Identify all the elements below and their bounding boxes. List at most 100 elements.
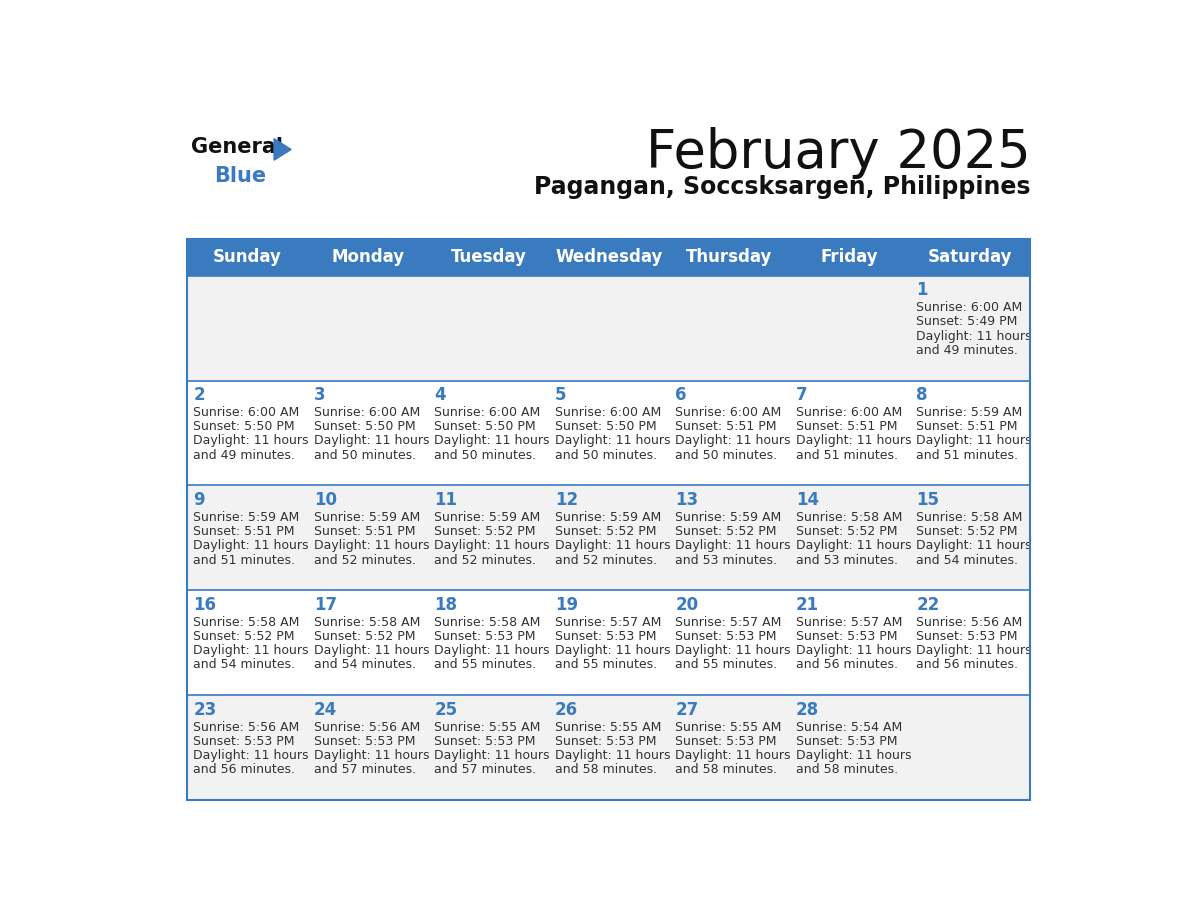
Text: Sunrise: 5:59 AM: Sunrise: 5:59 AM (675, 511, 782, 524)
Text: Daylight: 11 hours: Daylight: 11 hours (796, 540, 911, 553)
Text: 13: 13 (675, 491, 699, 509)
Text: and 54 minutes.: and 54 minutes. (916, 554, 1018, 566)
Text: Daylight: 11 hours: Daylight: 11 hours (916, 540, 1031, 553)
Text: Daylight: 11 hours: Daylight: 11 hours (314, 434, 429, 447)
Text: Daylight: 11 hours: Daylight: 11 hours (675, 644, 791, 657)
Text: Daylight: 11 hours: Daylight: 11 hours (314, 540, 429, 553)
Text: 19: 19 (555, 596, 577, 614)
Text: Daylight: 11 hours: Daylight: 11 hours (675, 434, 791, 447)
Text: 26: 26 (555, 700, 577, 719)
Text: Sunset: 5:52 PM: Sunset: 5:52 PM (675, 525, 777, 538)
Text: General: General (191, 137, 283, 157)
Text: Pagangan, Soccsksargen, Philippines: Pagangan, Soccsksargen, Philippines (533, 174, 1030, 199)
Text: Sunrise: 5:59 AM: Sunrise: 5:59 AM (194, 511, 299, 524)
Text: Sunrise: 5:57 AM: Sunrise: 5:57 AM (796, 616, 902, 629)
Text: 22: 22 (916, 596, 940, 614)
Text: Sunset: 5:50 PM: Sunset: 5:50 PM (435, 420, 536, 433)
Text: Sunset: 5:53 PM: Sunset: 5:53 PM (435, 735, 536, 748)
Text: Wednesday: Wednesday (555, 248, 663, 266)
Text: and 51 minutes.: and 51 minutes. (796, 449, 898, 462)
Bar (188, 239, 1030, 800)
Text: Sunset: 5:53 PM: Sunset: 5:53 PM (916, 630, 1018, 643)
Text: Blue: Blue (214, 166, 266, 186)
Text: Sunset: 5:51 PM: Sunset: 5:51 PM (675, 420, 777, 433)
Text: Sunset: 5:53 PM: Sunset: 5:53 PM (796, 630, 897, 643)
Text: 23: 23 (194, 700, 216, 719)
Text: Daylight: 11 hours: Daylight: 11 hours (675, 749, 791, 762)
Text: 20: 20 (675, 596, 699, 614)
Text: and 55 minutes.: and 55 minutes. (435, 658, 537, 671)
Text: Daylight: 11 hours: Daylight: 11 hours (796, 749, 911, 762)
Text: Sunrise: 5:58 AM: Sunrise: 5:58 AM (314, 616, 421, 629)
Text: and 50 minutes.: and 50 minutes. (675, 449, 777, 462)
Text: 5: 5 (555, 386, 567, 404)
Text: Sunset: 5:53 PM: Sunset: 5:53 PM (435, 630, 536, 643)
Text: Tuesday: Tuesday (450, 248, 526, 266)
Text: and 57 minutes.: and 57 minutes. (435, 764, 537, 777)
Text: 17: 17 (314, 596, 337, 614)
Bar (188, 381, 1030, 486)
Text: Sunrise: 5:54 AM: Sunrise: 5:54 AM (796, 721, 902, 733)
Text: Sunrise: 5:55 AM: Sunrise: 5:55 AM (555, 721, 662, 733)
Text: 24: 24 (314, 700, 337, 719)
Text: Sunset: 5:52 PM: Sunset: 5:52 PM (916, 525, 1018, 538)
Text: Daylight: 11 hours: Daylight: 11 hours (194, 644, 309, 657)
Text: 21: 21 (796, 596, 819, 614)
Bar (188, 695, 1030, 800)
Text: and 56 minutes.: and 56 minutes. (796, 658, 898, 671)
Text: Daylight: 11 hours: Daylight: 11 hours (555, 434, 670, 447)
Text: and 50 minutes.: and 50 minutes. (314, 449, 416, 462)
Text: and 55 minutes.: and 55 minutes. (675, 658, 777, 671)
Text: and 49 minutes.: and 49 minutes. (916, 344, 1018, 357)
Text: Thursday: Thursday (687, 248, 772, 266)
Text: Daylight: 11 hours: Daylight: 11 hours (194, 540, 309, 553)
Text: Sunset: 5:52 PM: Sunset: 5:52 PM (796, 525, 897, 538)
Text: 3: 3 (314, 386, 326, 404)
Text: Sunrise: 5:59 AM: Sunrise: 5:59 AM (314, 511, 421, 524)
Text: Sunrise: 5:58 AM: Sunrise: 5:58 AM (194, 616, 299, 629)
Text: Sunday: Sunday (213, 248, 282, 266)
Text: February 2025: February 2025 (646, 127, 1030, 179)
Text: Daylight: 11 hours: Daylight: 11 hours (675, 540, 791, 553)
Text: 16: 16 (194, 596, 216, 614)
Text: Daylight: 11 hours: Daylight: 11 hours (194, 749, 309, 762)
Text: 15: 15 (916, 491, 940, 509)
Text: Sunrise: 6:00 AM: Sunrise: 6:00 AM (916, 301, 1023, 314)
Text: Sunset: 5:50 PM: Sunset: 5:50 PM (555, 420, 657, 433)
Text: Sunset: 5:53 PM: Sunset: 5:53 PM (796, 735, 897, 748)
Text: Daylight: 11 hours: Daylight: 11 hours (435, 434, 550, 447)
Text: Sunrise: 5:59 AM: Sunrise: 5:59 AM (555, 511, 661, 524)
Text: Sunrise: 5:57 AM: Sunrise: 5:57 AM (555, 616, 662, 629)
Text: Daylight: 11 hours: Daylight: 11 hours (555, 540, 670, 553)
Text: Sunrise: 6:00 AM: Sunrise: 6:00 AM (555, 406, 661, 419)
Text: Sunset: 5:53 PM: Sunset: 5:53 PM (194, 735, 295, 748)
Text: Sunrise: 5:56 AM: Sunrise: 5:56 AM (314, 721, 421, 733)
Text: Sunrise: 5:57 AM: Sunrise: 5:57 AM (675, 616, 782, 629)
Text: Saturday: Saturday (928, 248, 1012, 266)
Text: Friday: Friday (821, 248, 879, 266)
Text: 6: 6 (675, 386, 687, 404)
Text: Sunset: 5:52 PM: Sunset: 5:52 PM (194, 630, 295, 643)
Text: and 54 minutes.: and 54 minutes. (194, 658, 296, 671)
Text: Daylight: 11 hours: Daylight: 11 hours (314, 749, 429, 762)
Text: and 55 minutes.: and 55 minutes. (555, 658, 657, 671)
Text: Sunrise: 6:00 AM: Sunrise: 6:00 AM (796, 406, 902, 419)
Text: and 49 minutes.: and 49 minutes. (194, 449, 296, 462)
Bar (188, 590, 1030, 695)
Text: Daylight: 11 hours: Daylight: 11 hours (435, 749, 550, 762)
Text: and 58 minutes.: and 58 minutes. (555, 764, 657, 777)
Text: Sunset: 5:51 PM: Sunset: 5:51 PM (194, 525, 295, 538)
Text: Sunset: 5:52 PM: Sunset: 5:52 PM (435, 525, 536, 538)
Text: Sunset: 5:52 PM: Sunset: 5:52 PM (314, 630, 416, 643)
Text: and 53 minutes.: and 53 minutes. (796, 554, 898, 566)
Text: Sunrise: 5:55 AM: Sunrise: 5:55 AM (675, 721, 782, 733)
Text: and 52 minutes.: and 52 minutes. (314, 554, 416, 566)
Text: 28: 28 (796, 700, 819, 719)
Text: Daylight: 11 hours: Daylight: 11 hours (435, 644, 550, 657)
Text: and 58 minutes.: and 58 minutes. (675, 764, 777, 777)
Text: and 58 minutes.: and 58 minutes. (796, 764, 898, 777)
Text: Sunset: 5:53 PM: Sunset: 5:53 PM (314, 735, 416, 748)
Text: Sunset: 5:51 PM: Sunset: 5:51 PM (314, 525, 416, 538)
Polygon shape (274, 139, 291, 161)
Text: Daylight: 11 hours: Daylight: 11 hours (194, 434, 309, 447)
